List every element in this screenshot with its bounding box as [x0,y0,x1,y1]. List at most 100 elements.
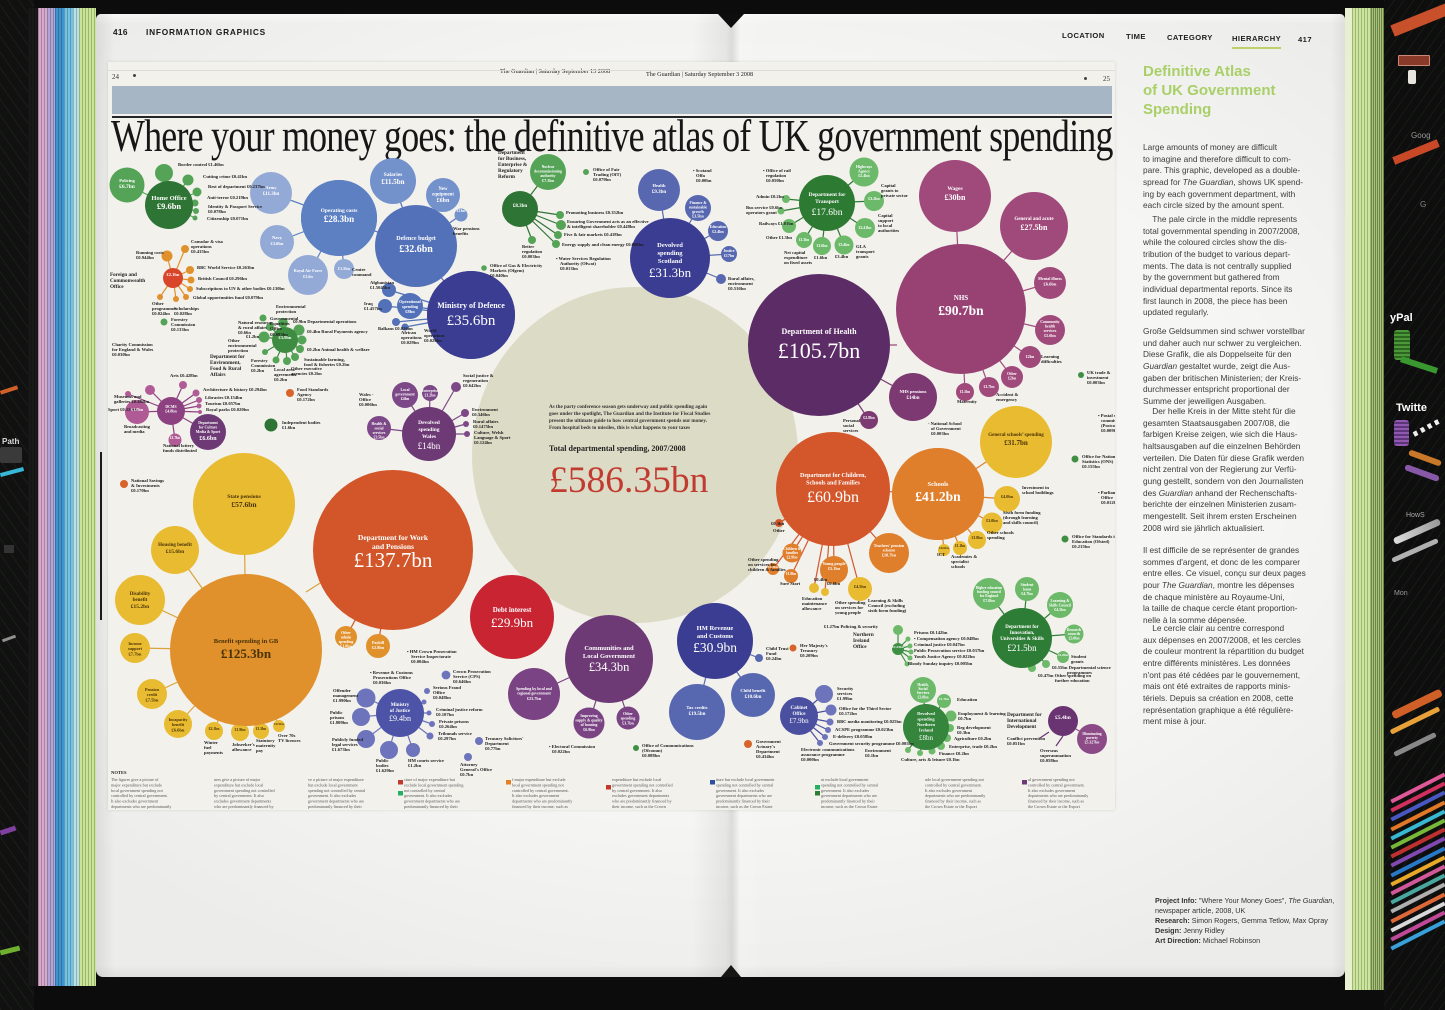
svg-text:National lottery: National lottery [163,443,195,448]
svg-text:£0.003bn: £0.003bn [522,254,540,259]
svg-text:ICT: ICT [937,552,945,557]
svg-text:Independent bodies: Independent bodies [282,420,321,425]
svg-text:£10.7bn: £10.7bn [882,553,897,558]
svg-text:£0.6bn: £0.6bn [827,581,841,586]
svg-text:£0.058bn: £0.058bn [1040,758,1058,763]
svg-text:f major expenditure but exclud: f major expenditure but exclude [512,777,566,782]
svg-text:£1.0bn: £1.0bn [1058,653,1068,657]
svg-text:Office of Gas & Electricity: Office of Gas & Electricity [490,263,543,268]
svg-text:Promoting business £0.352bn: Promoting business £0.352bn [566,210,624,215]
svg-text:Office: Office [853,644,867,650]
svg-text:social: social [843,423,855,428]
svg-text:Environment: Environment [472,407,498,412]
svg-text:Broadcasting: Broadcasting [124,424,151,429]
svg-text:Other executive: Other executive [291,366,322,371]
svg-text:Conflict prevention: Conflict prevention [1007,736,1046,741]
svg-text:Other schools: Other schools [987,530,1014,535]
svg-text:£0.079bn: £0.079bn [593,177,611,182]
svg-text:departments who are predominan: departments who are predominantly [111,804,172,809]
svg-text:£1.990bn: £1.990bn [333,698,351,703]
svg-text:£1.99bn: £1.99bn [837,696,853,701]
svg-text:£0.020bn: £0.020bn [424,338,442,343]
svg-text:income, such as the Crown Esta: income, such as the Crown Estate [821,804,878,810]
svg-text:Treasury: Treasury [800,648,818,653]
svg-text:of Justice: of Justice [390,709,411,714]
svg-text:• Electoral Commission: • Electoral Commission [549,744,595,749]
svg-text:£0.029bn: £0.029bn [401,340,419,345]
svg-text:government departments who are: government departments who are [821,793,877,798]
svg-text:benefits: benefits [453,231,469,236]
svg-text:£17bn: £17bn [724,254,735,258]
svg-text:£1.2bn: £1.2bn [246,334,260,339]
svg-text:Education: Education [957,697,978,702]
svg-text:£0.051bn: £0.051bn [1007,741,1025,746]
svg-text:£0.415bn: £0.415bn [191,249,209,254]
svg-text:£0.022bn: £0.022bn [552,749,570,754]
svg-text:admin: admin [341,636,352,640]
svg-text:Education: Education [802,596,823,601]
svg-text:Department: Department [485,741,509,746]
svg-text:£10.6bn: £10.6bn [745,695,762,700]
svg-text:£0.012bn: £0.012bn [1101,500,1115,505]
svg-text:regulation: regulation [766,173,787,178]
svg-text:Agency: Agency [297,392,312,397]
svg-text:ACSPE programme £0.023bn: ACSPE programme £0.023bn [835,727,894,732]
svg-text:their income, such as the Crow: their income, such as the Crown [612,804,667,810]
svg-text:£0.078bn: £0.078bn [208,209,226,214]
svg-text:& rural affairs: & rural affairs [238,325,267,330]
svg-text:operations: operations [424,333,445,338]
svg-text:£0.006bn: £0.006bn [359,402,377,407]
svg-text:financed by their income, such: financed by their income, such as [512,804,568,810]
svg-text:BBC media monitoring £0.025bn: BBC media monitoring £0.025bn [837,719,902,724]
svg-text:£586.35bn: £586.35bn [549,460,709,501]
svg-text:and media: and media [124,429,145,434]
svg-text:Devolved: Devolved [418,420,440,426]
svg-text:Illuminating: Illuminating [1082,732,1101,736]
svg-text:Child Trust: Child Trust [766,646,789,651]
svg-text:£29.9bn: £29.9bn [491,615,534,630]
svg-text:financed by their income, such: financed by their income, such as [925,799,981,805]
svg-text:Pension: Pension [145,687,160,692]
svg-text:£1.7bn: £1.7bn [939,697,949,701]
svg-text:prisons: prisons [330,715,345,720]
svg-text:government. It also excludes: government. It also excludes [821,788,870,793]
svg-text:£1.6bn: £1.6bn [282,425,296,430]
svg-text:Student: Student [1071,654,1087,659]
svg-text:Better: Better [522,244,534,249]
svg-text:£90.7bn: £90.7bn [938,303,984,318]
svg-text:Enterprise: Enterprise [422,389,439,393]
svg-text:£0.55bn Departmental science: £0.55bn Departmental science [1052,665,1111,670]
svg-text:management: management [333,693,359,698]
svg-text:the Crown Estate or the Export: the Crown Estate or the Export [1028,804,1081,809]
svg-text:Enterprise, trade £0.2bn: Enterprise, trade £0.2bn [949,744,997,749]
svg-text:General and acute: General and acute [1014,217,1054,222]
svg-text:£3.0bn: £3.0bn [131,407,144,412]
svg-text:£30bn: £30bn [945,193,966,202]
svg-text:£0.9bn Departmental operations: £0.9bn Departmental operations [293,319,357,324]
svg-text:Office: Office [270,326,282,331]
svg-text:spending: spending [339,640,354,644]
svg-text:Railways £1.01bn: Railways £1.01bn [759,221,794,226]
svg-text:Commission: Commission [251,363,276,368]
svg-text:£0.107bn: £0.107bn [436,712,454,717]
svg-text:Office of Communications: Office of Communications [642,743,694,748]
svg-text:Culture, Welsh: Culture, Welsh [474,430,504,435]
svg-text:Other: Other [623,712,633,716]
svg-text:services: services [837,691,853,696]
svg-text:£0.1bn: £0.1bn [865,753,879,758]
svg-text:£0.4bn: £0.4bn [814,577,828,582]
svg-text:Northern: Northern [853,632,874,638]
svg-text:Museums and: Museums and [114,394,142,399]
svg-text:benefit: benefit [133,598,148,603]
svg-text:Running costs: Running costs [136,250,164,255]
svg-text:From hospital beds to missiles: From hospital beds to missiles, this is … [549,425,690,431]
svg-text:Fund: Fund [766,651,777,656]
svg-text:and skills council): and skills council) [1003,520,1039,525]
svg-text:Investment in: Investment in [1022,485,1049,490]
svg-text:maternity: maternity [256,743,276,748]
svg-text:financed by their income, such: financed by their income, such as [1028,799,1084,805]
svg-text:of housing: of housing [581,723,598,727]
svg-text:£3.4bn: £3.4bn [839,243,851,247]
svg-text:Global opportunities fund £0.0: Global opportunities fund £0.079bn [193,295,263,300]
svg-text:excludes government department: excludes government departments [612,793,670,798]
